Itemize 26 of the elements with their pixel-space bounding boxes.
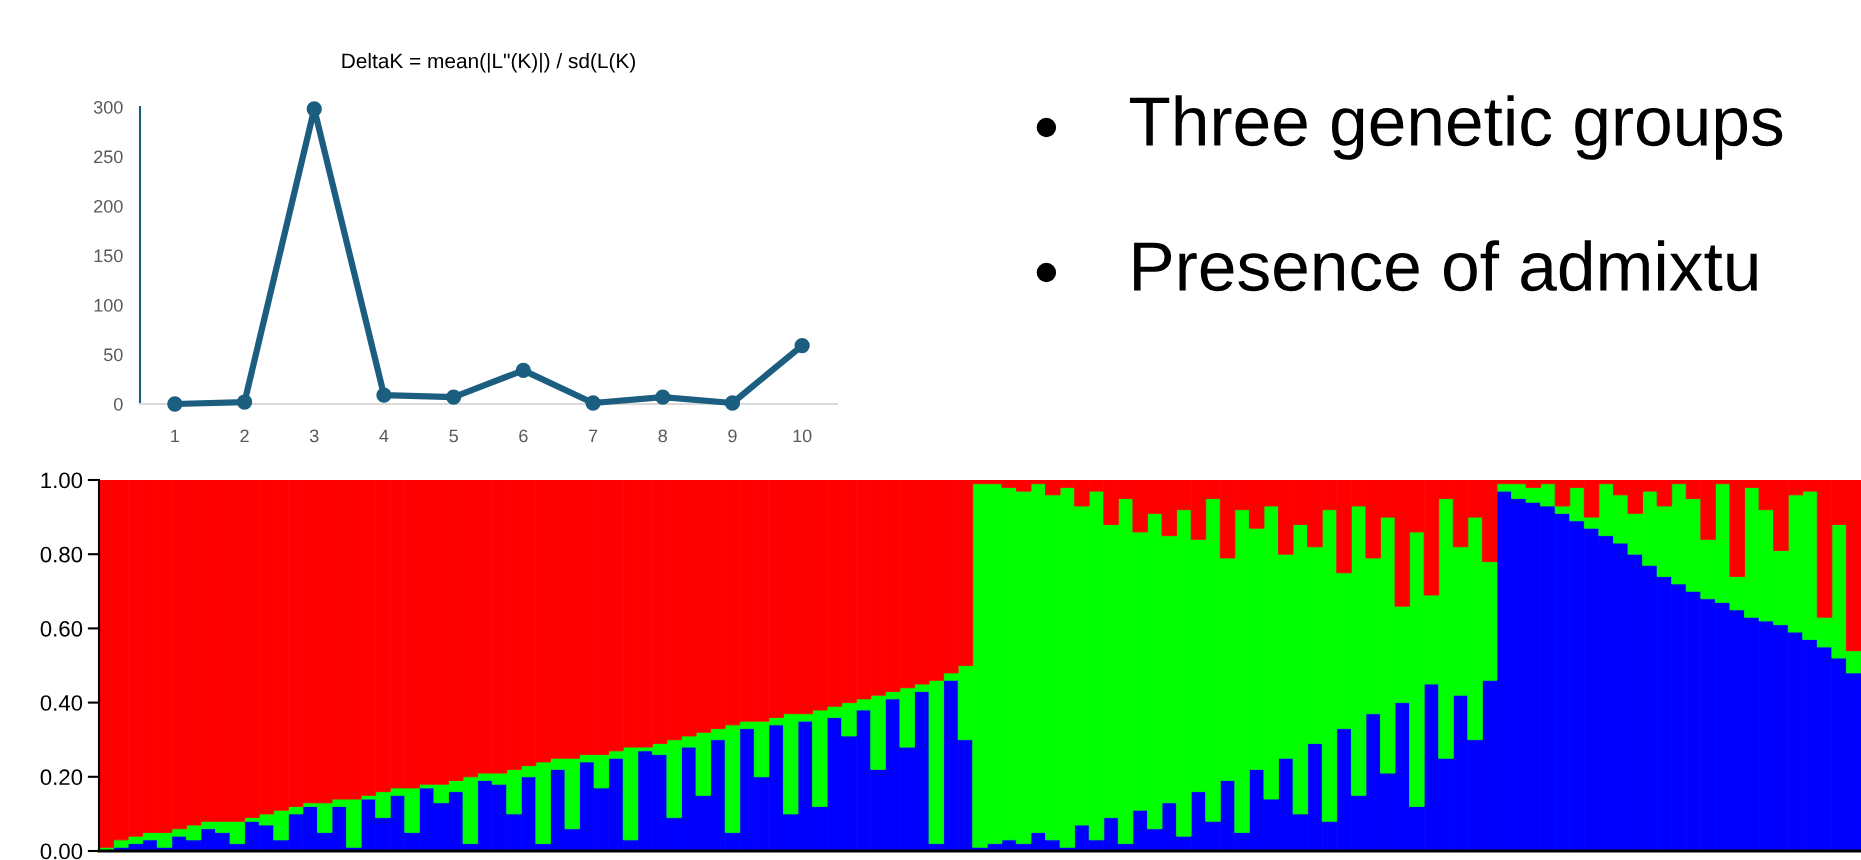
x-tick-label: 8: [658, 429, 667, 443]
y-tick-label: 0.00: [40, 843, 83, 860]
text: Three genetic groups: [1129, 95, 1783, 160]
y-tick-label: 0.80: [40, 546, 83, 563]
x-tick-label: 10: [793, 429, 812, 443]
x-tick-label: 2: [240, 429, 249, 443]
x-tick-label: 7: [588, 429, 598, 443]
x-tick-label: 4: [379, 429, 389, 443]
y-tick-label: 300: [93, 100, 123, 114]
x-tick-label: 9: [728, 429, 737, 443]
x-tick-label: 1: [171, 429, 179, 443]
x-tick-label: 6: [519, 429, 528, 443]
x-tick-label: 5: [449, 429, 458, 443]
y-tick-label: 0.60: [40, 620, 83, 637]
chart-title: DeltaK = mean(|L"(K)|) / sd(L(K): [342, 53, 635, 73]
y-tick-label: 0.40: [40, 695, 83, 711]
text: Presence of admixtu: [1134, 240, 1757, 292]
y-tick-label: 100: [94, 298, 123, 312]
y-tick-label: 1.00: [41, 472, 83, 489]
x-tick-label: 3: [309, 429, 319, 443]
y-tick-label: 250: [94, 150, 123, 164]
y-tick-label: 50: [103, 348, 123, 362]
y-tick-label: 0: [114, 397, 123, 411]
y-tick-label: 0.20: [40, 769, 83, 786]
y-tick-label: 200: [94, 199, 123, 213]
y-tick-label: 150: [94, 249, 123, 263]
